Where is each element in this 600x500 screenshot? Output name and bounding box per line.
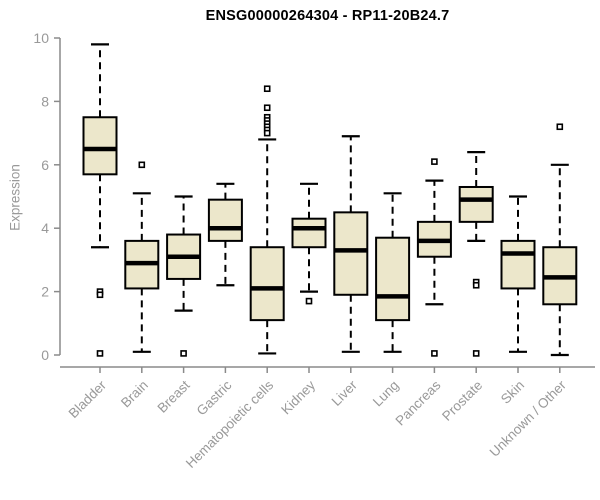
outlier-point-pancreas [431,158,438,165]
x-tick-label-skin: Skin [498,378,527,407]
box-hematopoietic-cells [249,246,285,322]
outlier-point-prostate [472,350,480,357]
x-tick-label-gastric: Gastric [194,377,235,418]
box-kidney [291,217,327,249]
y-tick-label: 4 [41,220,49,236]
box-prostate [458,185,494,223]
box-liver [333,211,369,296]
box-gastric [207,198,243,242]
x-tick-label-lung: Lung [370,378,402,410]
y-tick-label: 8 [41,93,49,109]
box-skin [500,239,536,290]
box-bladder [82,116,118,176]
outlier-point-unknown-other [556,123,564,131]
x-tick-label-pancreas: Pancreas [393,377,444,428]
box-lung [375,236,411,322]
outlier-point-bladder [96,350,104,357]
x-tick-label-prostate: Prostate [439,378,485,424]
outlier-point-prostate [472,281,480,289]
outlier-point-kidney [305,297,313,305]
y-tick-label: 10 [33,30,49,46]
outlier-point-hematopoietic-cells [263,85,271,93]
x-tick-label-brain: Brain [118,378,151,411]
x-tick-label-kidney: Kidney [278,377,318,417]
y-tick-label: 2 [41,284,49,300]
chart-title: ENSG00000264304 - RP11-20B24.7 [205,8,450,24]
outlier-point-hematopoietic-cells [263,104,271,112]
x-tick-label-liver: Liver [329,377,361,409]
x-tick-label-bladder: Bladder [66,377,110,421]
outlier-point-bladder [96,291,104,299]
y-tick-label: 6 [41,157,49,173]
x-tick-label-unknown-other: Unknown / Other [487,377,570,460]
outlier-point-hematopoietic-cells [263,129,271,137]
x-tick-label-breast: Breast [155,377,193,415]
outlier-point-pancreas [431,350,438,357]
outlier-point-breast [180,350,187,357]
y-tick-label: 0 [41,347,49,363]
outlier-point-brain [138,161,146,169]
